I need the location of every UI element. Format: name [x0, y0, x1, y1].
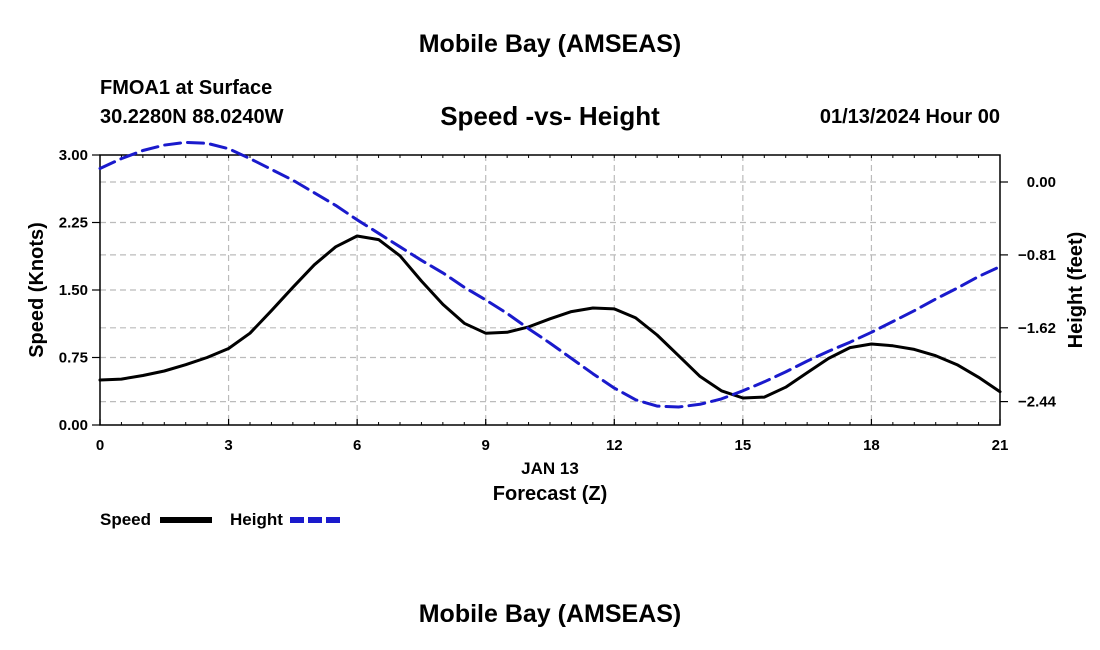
y-tick-label: 2.25 [59, 215, 88, 232]
x-tick-label: 12 [606, 437, 623, 454]
x-tick-label: 18 [863, 437, 880, 454]
axis-ticks: 0 3 6 9 12 15 18 21 0.00 0.75 1.50 2.25 3.00 0.00 −0.8… [59, 147, 1057, 454]
legend: Speed Height [100, 510, 342, 529]
x-tick-label: 6 [353, 437, 361, 454]
y2-tick-label: 0.00 [1027, 174, 1056, 191]
y-tick-label: 3.00 [59, 147, 88, 164]
chart-title: Speed -vs- Height [440, 101, 660, 131]
y-tick-label: 1.50 [59, 282, 88, 299]
y-tick-label: 0.75 [59, 350, 88, 367]
x-tick-label: 0 [96, 437, 104, 454]
series-lines [98, 140, 1002, 409]
x-tick-label: 21 [992, 437, 1009, 454]
speed-series-line [98, 234, 1002, 400]
station-label: FMOA1 at Surface [100, 77, 273, 99]
y2-axis-title: Height (feet) [1065, 232, 1087, 349]
coordinates-label: 30.2280N 88.0240W [100, 106, 284, 128]
main-title: Mobile Bay (AMSEAS) [418, 30, 682, 58]
grid [100, 155, 1000, 425]
x-tick-label: 3 [224, 437, 232, 454]
legend-height-label: Height [230, 510, 283, 529]
x-tick-label: 15 [735, 437, 752, 454]
y-axis-title: Speed (Knots) [26, 222, 48, 358]
y2-tick-label: −1.62 [1018, 320, 1056, 337]
y-tick-label: 0.00 [59, 417, 88, 434]
forecast-datetime: 01/13/2024 Hour 00 [819, 106, 1000, 128]
footer-title: Mobile Bay (AMSEAS) [418, 600, 682, 628]
legend-speed-label: Speed [100, 510, 151, 529]
x-axis-date-label: JAN 13 [521, 459, 579, 478]
x-axis-title: Forecast (Z) [493, 483, 607, 505]
height-series-line [98, 140, 1002, 409]
y2-tick-label: −2.44 [1018, 394, 1057, 411]
x-tick-label: 9 [482, 437, 490, 454]
y2-tick-label: −0.81 [1018, 247, 1056, 264]
